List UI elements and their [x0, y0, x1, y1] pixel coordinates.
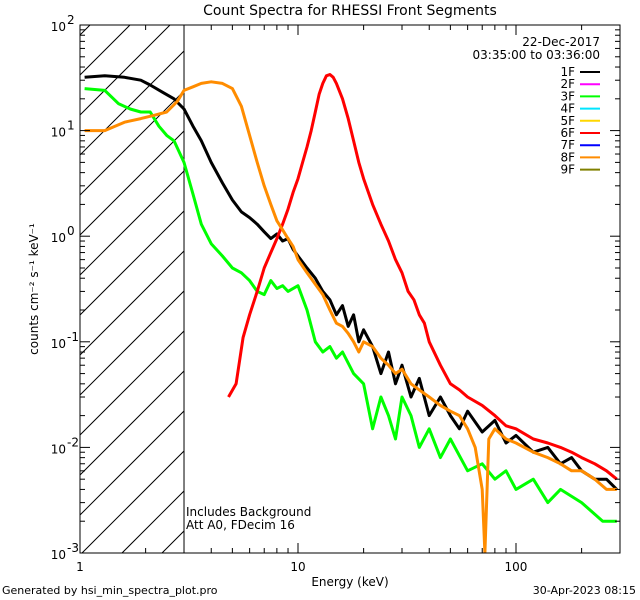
legend-label-9F: 9F: [560, 163, 575, 177]
legend-label-7F: 7F: [560, 138, 575, 152]
annotation-background: Includes Background: [186, 505, 311, 519]
annotation-attenuator: Att A0, FDecim 16: [186, 518, 295, 532]
x-tick-label: 1: [76, 560, 84, 574]
y-tick-label-exponent: -1: [67, 330, 79, 344]
series-6F: [227, 73, 618, 481]
y-tick-label-exponent: 0: [67, 224, 75, 238]
y-tick-label: 10: [51, 548, 66, 562]
y-tick-label: 10: [51, 337, 66, 351]
legend-label-8F: 8F: [560, 150, 575, 164]
y-tick-label: 10: [51, 126, 66, 140]
plot-frame: [79, 24, 621, 554]
legend-label-6F: 6F: [560, 126, 575, 140]
y-axis-label: counts cm⁻² s⁻¹ keV⁻¹: [27, 223, 41, 355]
x-tick-label: 100: [505, 560, 528, 574]
y-tick-label: 10: [51, 231, 66, 245]
y-tick-label: 10: [51, 442, 66, 456]
generated-by-text: Generated by hsi_min_spectra_plot.pro: [2, 584, 218, 597]
footer-timestamp: 30-Apr-2023 08:15: [532, 584, 636, 597]
y-tick-label-exponent: -2: [67, 435, 79, 449]
legend-label-1F: 1F: [560, 65, 575, 79]
x-axis-label: Energy (keV): [311, 575, 388, 589]
y-tick-label-exponent: 2: [67, 13, 75, 27]
x-tick-label: 10: [290, 560, 305, 574]
legend-label-4F: 4F: [560, 102, 575, 116]
y-tick-label-exponent: -3: [67, 541, 79, 555]
series-1F: [84, 74, 618, 491]
legend-label-2F: 2F: [560, 77, 575, 91]
legend-label-5F: 5F: [560, 114, 575, 128]
y-tick-label-exponent: 1: [67, 119, 75, 133]
date-label: 22-Dec-2017: [522, 35, 600, 49]
chart-title: Count Spectra for RHESSI Front Segments: [203, 3, 497, 19]
hatched-region: [79, 24, 185, 554]
series-3F: [84, 87, 617, 523]
legend-label-3F: 3F: [560, 89, 575, 103]
series-8F: [84, 80, 617, 553]
time-range-label: 03:35:00 to 03:36:00: [473, 48, 600, 62]
y-tick-label: 10: [51, 20, 66, 34]
hatch-lines: [79, 24, 185, 554]
